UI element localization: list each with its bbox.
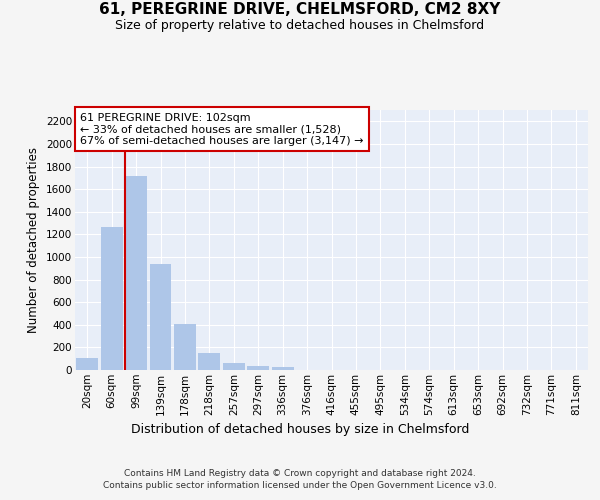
Bar <box>247 366 269 370</box>
Bar <box>199 353 220 370</box>
Bar <box>101 227 122 370</box>
Bar <box>174 324 196 370</box>
Text: 61, PEREGRINE DRIVE, CHELMSFORD, CM2 8XY: 61, PEREGRINE DRIVE, CHELMSFORD, CM2 8XY <box>100 2 500 18</box>
Text: Size of property relative to detached houses in Chelmsford: Size of property relative to detached ho… <box>115 18 485 32</box>
Bar <box>76 358 98 370</box>
Bar <box>125 176 147 370</box>
Text: Distribution of detached houses by size in Chelmsford: Distribution of detached houses by size … <box>131 422 469 436</box>
Bar <box>272 367 293 370</box>
Bar <box>223 362 245 370</box>
Text: Contains public sector information licensed under the Open Government Licence v3: Contains public sector information licen… <box>103 481 497 490</box>
Text: Contains HM Land Registry data © Crown copyright and database right 2024.: Contains HM Land Registry data © Crown c… <box>124 469 476 478</box>
Text: 61 PEREGRINE DRIVE: 102sqm
← 33% of detached houses are smaller (1,528)
67% of s: 61 PEREGRINE DRIVE: 102sqm ← 33% of deta… <box>80 112 364 146</box>
Y-axis label: Number of detached properties: Number of detached properties <box>28 147 40 333</box>
Bar <box>149 264 172 370</box>
